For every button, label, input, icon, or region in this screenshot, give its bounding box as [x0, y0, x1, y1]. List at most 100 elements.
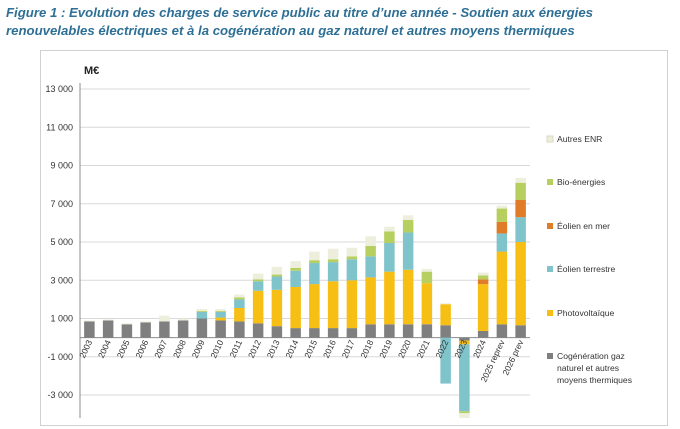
- bar-segment-2024-s0: [477, 330, 489, 338]
- bar-segment-2012-s1: [252, 290, 264, 324]
- bar-segment-2025-reprev-s2: [496, 233, 508, 252]
- bar-segment-2006-s5: [140, 321, 151, 323]
- bar-segment-2013-s0: [271, 326, 283, 338]
- bar-segment-2013-s1: [271, 289, 283, 327]
- bar-segment-2015-s4: [309, 260, 320, 264]
- bar-segment-2017-s2: [346, 259, 358, 281]
- bar-segment-2024-s5: [477, 272, 489, 276]
- bar-segment-2021-s4: [421, 271, 433, 284]
- y-tick-label: 3 000: [50, 275, 73, 285]
- bar-segment-2020-s2: [402, 232, 414, 270]
- bar-segment-2023-s0: [459, 337, 470, 341]
- legend-swatch: [546, 135, 554, 143]
- bar-segment-2010-s1: [215, 317, 226, 321]
- legend-label: Photovoltaïque: [557, 308, 615, 318]
- y-tick-label: -3 000: [47, 390, 73, 400]
- bar-segment-2020-s0: [402, 324, 414, 338]
- legend: Autres ENR Bio-énergies Éolien en mer Éolie…: [546, 134, 632, 385]
- unit-label: M€: [84, 65, 99, 77]
- bar-segment-2018-s4: [365, 245, 376, 257]
- bar-segment-2009-s2: [196, 311, 208, 319]
- y-tick-label: 9 000: [50, 161, 73, 171]
- bar-segment-2023-s2: [459, 344, 470, 412]
- bar-segment-2022-s0: [440, 325, 451, 338]
- bar-segment-2025-reprev-s0: [496, 324, 508, 338]
- bar-segment-2011-s5: [234, 294, 245, 298]
- bar-segment-2025-reprev-s3: [496, 221, 508, 234]
- bar-segment-2025-reprev-s4: [496, 208, 508, 222]
- y-tick-label: -1 000: [47, 352, 73, 362]
- bar-segment-2004-s0: [102, 320, 114, 338]
- bar-segment-2010-s5: [215, 308, 226, 311]
- bar-segment-2017-s4: [346, 256, 358, 260]
- bar-segment-2014-s4: [290, 267, 301, 271]
- legend-label: Bio-énergies: [557, 177, 605, 187]
- bar-segment-2023-s1: [459, 340, 470, 345]
- bar-segment-2003-s0: [84, 321, 95, 338]
- y-tick-label: 5 000: [50, 237, 73, 247]
- y-axis: 13 000 11 000 9 000 7 000 5 000 3 000 1 000 -1 …: [45, 83, 530, 418]
- y-tick-label: 11 000: [46, 122, 73, 132]
- bar-segment-2015-s1: [309, 284, 320, 329]
- bar-segment-2010-s0: [215, 320, 226, 338]
- bar-segment-2011-s0: [234, 321, 245, 338]
- legend-swatch: [547, 353, 553, 359]
- bar-segment-2026-prev-s1: [515, 242, 526, 326]
- bar-segment-2010-s4: [215, 310, 226, 312]
- bar-segment-2014-s5: [290, 261, 301, 268]
- bar-segment-2019-s1: [384, 271, 395, 325]
- legend-swatch: [547, 223, 553, 229]
- bar-segment-2011-s4: [234, 297, 245, 300]
- bar-segment-2024-s1: [477, 284, 489, 331]
- bar-segment-2003-s5: [84, 320, 95, 322]
- y-tick-label: 13 000: [45, 84, 73, 94]
- legend-label: Éolien terrestre: [557, 264, 615, 274]
- figure-title-line2: renouvelables électriques et à la cogéné…: [6, 23, 575, 38]
- bar-segment-2008-s0: [177, 320, 189, 338]
- legend-swatch: [547, 310, 553, 316]
- bar-segment-2011-s1: [234, 308, 245, 322]
- bar-segment-2016-s1: [327, 281, 339, 329]
- bar-segment-2014-s2: [290, 270, 301, 287]
- figure-title-line1: Figure 1 : Evolution des charges de serv…: [6, 5, 593, 20]
- bar-segment-2015-s0: [309, 328, 320, 338]
- legend-label: Éolien en mer: [557, 221, 610, 231]
- bar-segment-2020-s4: [402, 220, 414, 233]
- bar-segment-2017-s5: [346, 247, 358, 257]
- bar-segment-2004-s5: [102, 319, 114, 321]
- bar-segment-2016-s4: [327, 259, 339, 263]
- legend-label: Cogénération gaz naturel et autres moyens …: [557, 351, 632, 385]
- bar-segment-2026-prev-s2: [515, 217, 526, 243]
- y-tick-label: 1 000: [50, 314, 73, 324]
- bar-segment-2012-s0: [252, 323, 264, 338]
- bar-segment-2018-s2: [365, 256, 376, 278]
- bar-segment-2020-s1: [402, 269, 414, 325]
- bar-segment-2012-s2: [252, 281, 264, 291]
- bar-segment-2018-s0: [365, 324, 376, 338]
- bar-segment-2017-s0: [346, 328, 358, 338]
- bar-segment-2023-s4: [459, 411, 470, 414]
- bar-segment-2013-s2: [271, 276, 283, 290]
- bar-segment-2023-s5: [459, 413, 470, 418]
- bar-segment-2024-s4: [477, 275, 489, 280]
- bar-segment-2021-s1: [421, 283, 433, 325]
- bar-segment-2011-s2: [234, 299, 245, 309]
- bar-segment-2019-s2: [384, 242, 395, 272]
- bar-segment-2016-s5: [327, 248, 339, 260]
- bar-segment-2015-s2: [309, 263, 320, 285]
- bar-segment-2024-s3: [477, 279, 489, 285]
- bar-segment-2013-s5: [271, 266, 283, 275]
- bar-segment-2025-reprev-s5: [496, 205, 508, 209]
- y-tick-label: 7 000: [50, 199, 73, 209]
- bar-segment-2008-s5: [177, 318, 189, 321]
- bar-segment-2020-s5: [402, 215, 414, 221]
- bar-segment-2018-s5: [365, 236, 376, 246]
- bar-segment-2022-s5: [440, 303, 451, 305]
- bar-segment-2021-s5: [421, 268, 433, 272]
- x-axis: 2003 2004 2005 2006 2007 2008 2009 2010 2011 2012…: [77, 338, 526, 384]
- bar-segment-2021-s0: [421, 324, 433, 338]
- bar-segment-2018-s1: [365, 277, 376, 325]
- bar-segment-2012-s5: [252, 273, 264, 280]
- bar-segment-2016-s0: [327, 328, 339, 338]
